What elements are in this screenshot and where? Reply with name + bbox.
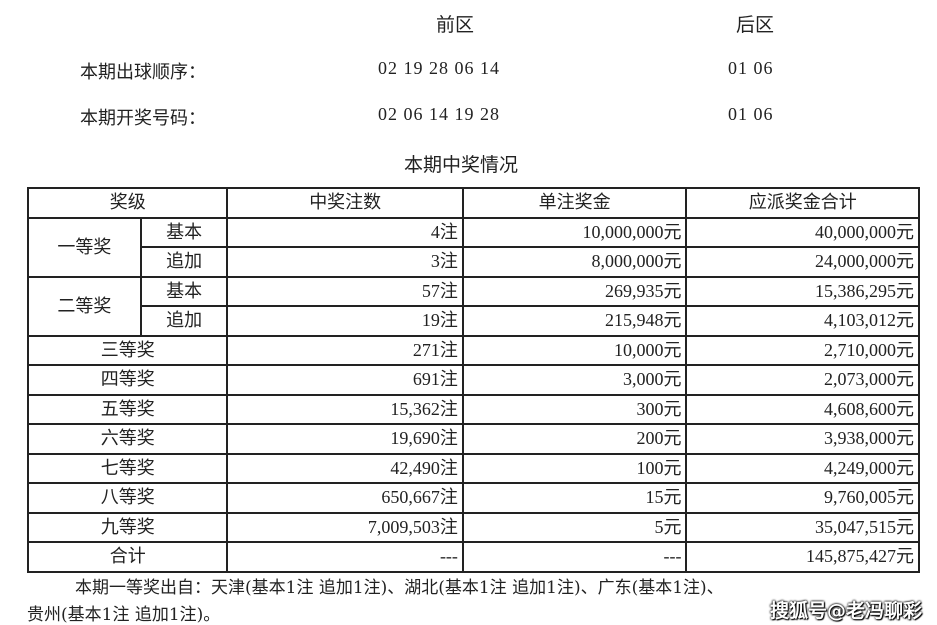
unit-prize-cell: --- [461, 541, 688, 573]
watermark: 搜狐号@老冯聊彩 [770, 600, 923, 622]
unit-prize-cell: 10,000元 [461, 334, 688, 366]
table-row: 三等奖 271注 10,000元 2,710,000元 [26, 334, 920, 366]
winner-count-cell: 15,362注 [226, 393, 464, 425]
winner-count-cell: 57注 [226, 275, 464, 307]
prize-sub-cell: 基本 [139, 275, 229, 307]
winner-count-cell: 19注 [226, 305, 464, 337]
table-row: 九等奖 7,009,503注 5元 35,047,515元 [26, 511, 920, 543]
unit-prize-cell: 215,948元 [461, 305, 688, 337]
prize-level-cell: 四等奖 [26, 364, 229, 396]
winning-numbers-front: 02 06 14 19 28 [378, 104, 500, 124]
table-row: 七等奖 42,490注 100元 4,249,000元 [26, 452, 920, 484]
draw-order-label: 本期出球顺序： [80, 62, 206, 83]
total-prize-cell: 24,000,000元 [685, 246, 920, 278]
total-prize-cell: 145,875,427元 [685, 541, 920, 573]
prize-sub-cell: 追加 [139, 305, 229, 337]
table-row: 追加 19注 215,948元 4,103,012元 [28, 305, 920, 337]
table-title: 本期中奖情况 [404, 154, 519, 176]
total-prize-cell: 9,760,005元 [685, 482, 920, 514]
unit-prize-cell: 15元 [461, 482, 688, 514]
winning-numbers-back: 01 06 [728, 104, 774, 124]
unit-prize-cell: 300元 [461, 393, 688, 425]
column-header: 应派奖金合计 [685, 187, 920, 219]
unit-prize-cell: 3,000元 [461, 364, 688, 396]
prize-sub-cell: 追加 [139, 246, 229, 278]
unit-prize-cell: 200元 [461, 423, 688, 455]
prize-table: 奖级 中奖注数 单注奖金 应派奖金合计 一等奖 基本 4注 10,000,000元 40… [26, 187, 920, 573]
winner-count-cell: 4注 [226, 216, 464, 248]
prize-level-cell: 七等奖 [26, 452, 229, 484]
unit-prize-cell: 5元 [461, 511, 688, 543]
winner-count-cell: 42,490注 [226, 452, 464, 484]
total-prize-cell: 35,047,515元 [685, 511, 920, 543]
prize-level-cell: 九等奖 [26, 511, 229, 543]
winner-count-cell: 650,667注 [226, 482, 464, 514]
draw-order-back: 01 06 [728, 58, 774, 78]
total-prize-cell: 4,103,012元 [685, 305, 920, 337]
prize-level-cell: 五等奖 [26, 393, 229, 425]
prize-level-cell: 八等奖 [26, 482, 229, 514]
total-prize-cell: 4,249,000元 [685, 452, 920, 484]
table-row: 追加 3注 8,000,000元 24,000,000元 [28, 246, 920, 278]
winner-count-cell: 691注 [226, 364, 464, 396]
table-row: 六等奖 19,690注 200元 3,938,000元 [26, 423, 920, 455]
total-prize-cell: 40,000,000元 [685, 216, 920, 248]
unit-prize-cell: 8,000,000元 [461, 246, 688, 278]
winner-count-cell: 3注 [226, 246, 464, 278]
table-row: 四等奖 691注 3,000元 2,073,000元 [26, 364, 920, 396]
winner-count-cell: 271注 [226, 334, 464, 366]
winner-count-cell: 7,009,503注 [226, 511, 464, 543]
table-row: 一等奖 基本 4注 10,000,000元 40,000,000元 [27, 216, 920, 278]
total-prize-cell: 4,608,600元 [685, 393, 920, 425]
total-prize-cell: 3,938,000元 [685, 423, 920, 455]
footer-line-2: 贵州(基本1注 追加1注)。 [27, 605, 221, 625]
winner-count-cell: --- [226, 541, 464, 573]
prize-level-cell: 三等奖 [26, 334, 229, 366]
prize-level-cell: 二等奖 [27, 275, 142, 337]
unit-prize-cell: 100元 [461, 452, 688, 484]
table-row: 五等奖 15,362注 300元 4,608,600元 [26, 393, 920, 425]
total-prize-cell: 15,386,295元 [685, 275, 920, 307]
winning-numbers-label: 本期开奖号码： [80, 108, 206, 129]
front-zone-header: 前区 [436, 14, 475, 36]
unit-prize-cell: 269,935元 [461, 275, 688, 307]
prize-sub-cell: 基本 [139, 216, 229, 248]
total-prize-cell: 2,073,000元 [685, 364, 920, 396]
column-header: 奖级 [26, 187, 229, 219]
table-header-row: 奖级 中奖注数 单注奖金 应派奖金合计 [26, 187, 920, 219]
draw-order-front: 02 19 28 06 14 [378, 58, 500, 78]
back-zone-header: 后区 [736, 14, 775, 36]
prize-level-cell: 六等奖 [26, 423, 229, 455]
table-row: 二等奖 基本 57注 269,935元 15,386,295元 [27, 275, 920, 337]
column-header: 中奖注数 [226, 187, 464, 219]
prize-level-cell: 一等奖 [27, 216, 142, 278]
winner-count-cell: 19,690注 [226, 423, 464, 455]
table-row: 八等奖 650,667注 15元 9,760,005元 [26, 482, 920, 514]
unit-prize-cell: 10,000,000元 [461, 216, 688, 248]
column-header: 单注奖金 [461, 187, 688, 219]
table-row: 合计 --- --- 145,875,427元 [26, 541, 920, 573]
footer-line-1: 本期一等奖出自：天津(基本1注 追加1注)、湖北(基本1注 追加1注)、广东(基… [75, 578, 724, 598]
total-prize-cell: 2,710,000元 [685, 334, 920, 366]
prize-level-cell: 合计 [26, 541, 229, 573]
